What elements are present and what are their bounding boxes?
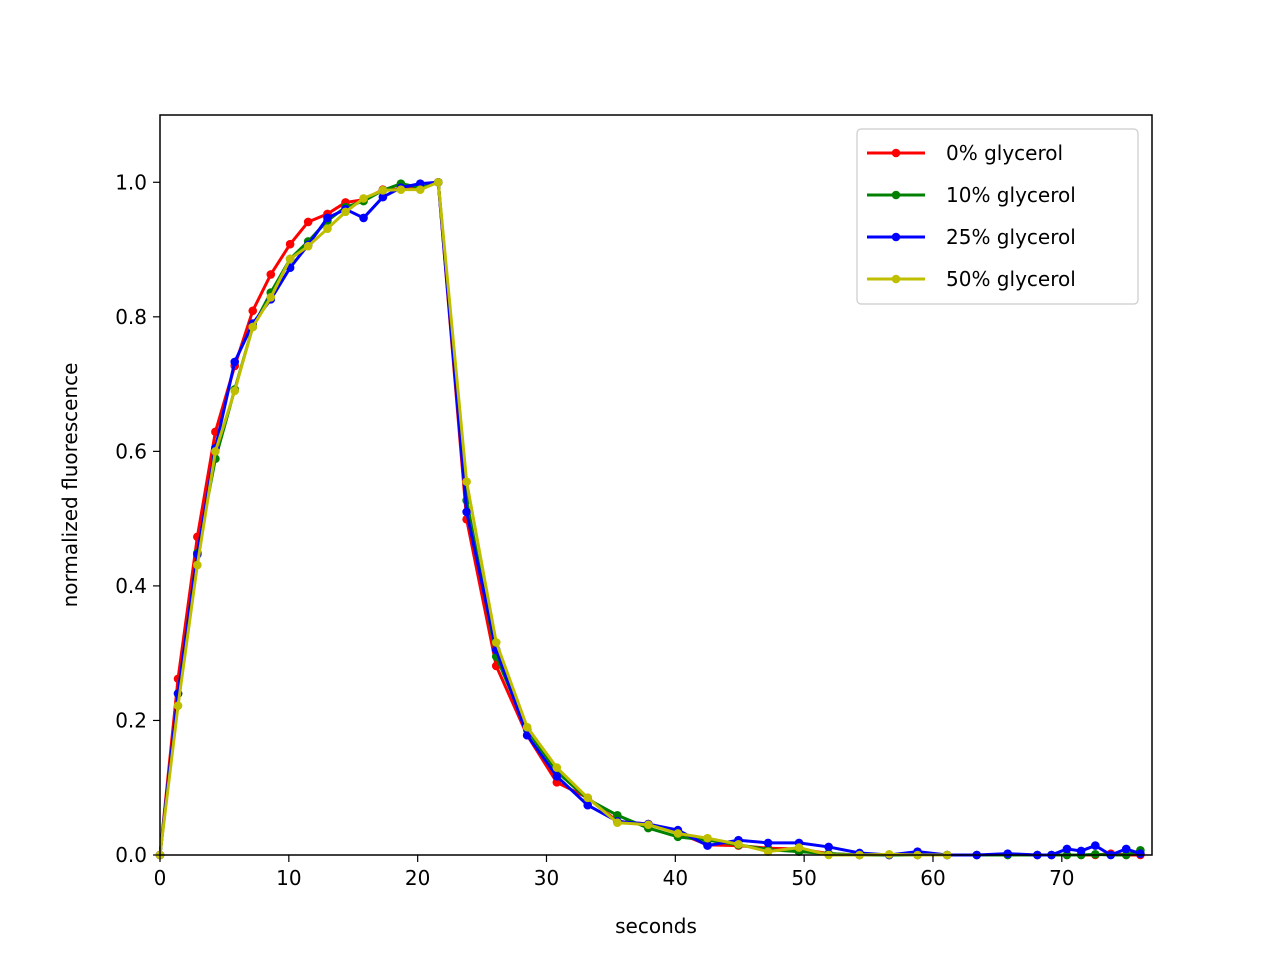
data-point (1003, 849, 1013, 858)
x-axis: 0 10 20 30 40 50 60 70 (154, 855, 1075, 890)
data-point (285, 239, 295, 249)
data-point (415, 185, 425, 194)
data-point (583, 800, 593, 810)
data-point (323, 224, 332, 233)
data-point (703, 841, 712, 850)
data-point (1062, 844, 1072, 854)
data-point (583, 793, 593, 803)
x-tick-label: 70 (1049, 866, 1074, 890)
series-line (158, 180, 948, 857)
data-point (552, 763, 562, 772)
data-point (552, 771, 562, 781)
data-point (643, 820, 653, 830)
x-tick-label: 60 (920, 866, 945, 890)
y-tick-label: 0.2 (115, 708, 147, 732)
data-point (1091, 841, 1100, 850)
data-point (341, 207, 350, 217)
data-point (323, 213, 332, 223)
data-point (248, 322, 258, 332)
legend-label: 10% glycerol (946, 183, 1076, 207)
data-point (462, 507, 471, 517)
x-tick-label: 10 (276, 866, 301, 890)
legend-item: 10% glycerol (867, 183, 1076, 207)
x-axis-label: seconds (615, 914, 697, 938)
legend-item: 0% glycerol (867, 141, 1063, 165)
data-point (230, 386, 240, 396)
data-point (613, 818, 622, 828)
data-point (266, 293, 276, 302)
data-point (433, 177, 443, 187)
y-tick-label: 0.4 (115, 574, 147, 598)
data-point (763, 838, 773, 848)
data-point (378, 192, 388, 202)
legend-label: 25% glycerol (946, 225, 1076, 249)
data-point (673, 829, 683, 838)
plot-frame (159, 114, 1153, 856)
legend-label: 0% glycerol (946, 141, 1063, 165)
y-tick-label: 1.0 (115, 170, 147, 194)
legend-marker (891, 274, 901, 284)
data-point (230, 357, 240, 367)
data-point (359, 194, 368, 203)
series-3 (155, 177, 952, 860)
data-point (462, 477, 471, 486)
data-point (211, 447, 220, 456)
data-point (1136, 849, 1145, 858)
data-point (613, 811, 622, 820)
data-point (193, 560, 202, 570)
data-point (763, 847, 773, 856)
data-point (491, 638, 501, 647)
x-tick-label: 30 (534, 866, 559, 890)
y-axis: 0.0 0.2 0.4 0.6 0.8 1.0 (115, 170, 160, 867)
data-point (1076, 846, 1086, 856)
x-tick-label: 40 (663, 866, 688, 890)
y-axis-label: normalized fluorescence (58, 363, 82, 608)
legend-label: 50% glycerol (946, 267, 1076, 291)
data-point (703, 833, 712, 843)
data-point (522, 730, 532, 740)
y-tick-label: 0.6 (115, 439, 147, 463)
data-point (824, 842, 833, 852)
data-point (522, 722, 532, 732)
data-point (285, 254, 295, 264)
data-point (359, 213, 368, 223)
legend-marker (891, 232, 901, 242)
data-point (794, 843, 804, 852)
y-tick-label: 0.8 (115, 305, 147, 329)
x-tick-label: 20 (405, 866, 430, 890)
x-tick-label: 50 (791, 866, 816, 890)
data-point (378, 186, 388, 195)
legend: 0% glycerol 10% glycerol 25% glycerol 50% g… (856, 128, 1139, 305)
legend-marker (891, 190, 901, 200)
legend-marker (891, 148, 901, 158)
data-point (396, 185, 406, 194)
data-point (1121, 844, 1131, 854)
x-tick-label: 0 (154, 866, 167, 890)
legend-item: 25% glycerol (867, 225, 1076, 249)
legend-item: 50% glycerol (867, 267, 1076, 291)
data-point (303, 217, 313, 227)
data-point (303, 241, 313, 251)
data-point (173, 701, 183, 710)
data-point (248, 306, 258, 316)
data-point (266, 270, 276, 279)
y-tick-label: 0.0 (115, 843, 147, 867)
legend-box (856, 128, 1139, 305)
data-point (415, 179, 425, 188)
data-point (734, 839, 743, 849)
